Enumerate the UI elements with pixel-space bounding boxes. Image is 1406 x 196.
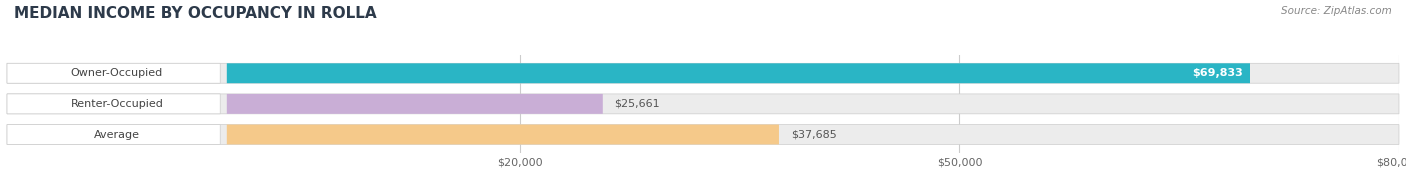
Text: Average: Average xyxy=(94,130,141,140)
Text: $25,661: $25,661 xyxy=(614,99,661,109)
Text: MEDIAN INCOME BY OCCUPANCY IN ROLLA: MEDIAN INCOME BY OCCUPANCY IN ROLLA xyxy=(14,6,377,21)
FancyBboxPatch shape xyxy=(7,63,221,83)
Text: $69,833: $69,833 xyxy=(1192,68,1243,78)
Text: $37,685: $37,685 xyxy=(790,130,837,140)
Text: Renter-Occupied: Renter-Occupied xyxy=(70,99,163,109)
FancyBboxPatch shape xyxy=(226,94,603,114)
FancyBboxPatch shape xyxy=(7,94,1399,114)
FancyBboxPatch shape xyxy=(226,124,779,144)
FancyBboxPatch shape xyxy=(7,124,221,144)
FancyBboxPatch shape xyxy=(7,124,1399,144)
FancyBboxPatch shape xyxy=(7,94,221,114)
Text: Source: ZipAtlas.com: Source: ZipAtlas.com xyxy=(1281,6,1392,16)
Text: Owner-Occupied: Owner-Occupied xyxy=(70,68,163,78)
FancyBboxPatch shape xyxy=(7,63,1399,83)
FancyBboxPatch shape xyxy=(226,63,1250,83)
